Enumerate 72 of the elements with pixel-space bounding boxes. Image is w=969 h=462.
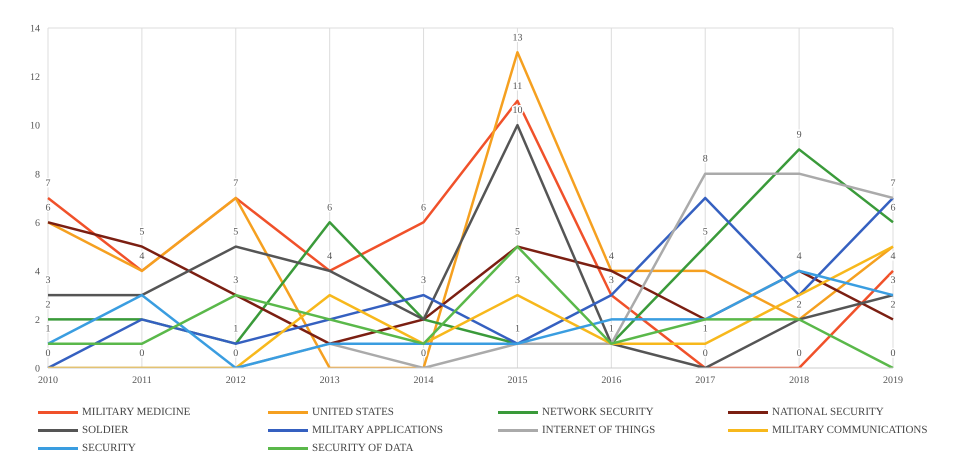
data-label: 4 <box>139 250 144 262</box>
data-label: 1 <box>46 324 50 335</box>
legend-label: MILITARY MEDICINE <box>82 406 190 418</box>
y-tick-label: 14 <box>30 24 40 35</box>
data-label: 0 <box>46 348 50 359</box>
legend-label: UNITED STATES <box>312 406 394 418</box>
data-label: 4 <box>890 250 896 262</box>
legend-label: SECURITY <box>82 442 136 454</box>
data-label: 0 <box>702 348 708 359</box>
legend-label: MILITARY APPLICATIONS <box>312 424 444 436</box>
legend-label: INTERNET OF THINGS <box>542 424 656 436</box>
x-tick-label: 2018 <box>789 375 810 386</box>
x-tick-label: 2019 <box>883 375 903 386</box>
data-label: 1 <box>702 324 708 335</box>
y-tick-label: 0 <box>35 364 40 375</box>
x-tick-label: 2011 <box>132 375 152 386</box>
x-tick-label: 2010 <box>38 375 58 386</box>
data-label: 2 <box>890 299 896 310</box>
y-tick-label: 12 <box>30 72 40 84</box>
legend-label: SECURITY OF DATA <box>312 442 414 454</box>
data-label: 11 <box>512 80 522 92</box>
data-label: 1 <box>233 324 238 335</box>
y-tick-label: 4 <box>35 266 40 278</box>
data-label: 4 <box>608 250 614 262</box>
line-series <box>46 51 894 368</box>
data-label: 7 <box>233 178 238 189</box>
data-label: 0 <box>796 348 802 359</box>
y-tick-label: 6 <box>35 218 40 229</box>
data-label: 2 <box>46 299 50 310</box>
data-label: 6 <box>890 202 896 214</box>
data-label: 6 <box>327 202 332 214</box>
legend-label: NETWORK SECURITY <box>542 406 654 418</box>
data-label: 2 <box>796 299 802 310</box>
data-label: 6 <box>421 202 426 214</box>
x-tick-label: 2013 <box>320 375 340 386</box>
data-label: 3 <box>514 275 520 286</box>
y-tick-label: 8 <box>35 169 40 180</box>
data-label: 1 <box>514 324 520 335</box>
data-label: 4 <box>327 250 332 262</box>
y-tick-label: 2 <box>35 314 40 326</box>
data-label: 5 <box>514 226 520 238</box>
data-label: 7 <box>890 178 896 189</box>
line-series <box>46 270 894 368</box>
data-label: 0 <box>421 348 426 359</box>
data-label: 3 <box>890 275 896 286</box>
legend-label: NATIONAL SECURITY <box>772 406 884 418</box>
data-label: 5 <box>139 226 144 238</box>
x-tick-label: 2015 <box>507 375 528 386</box>
line-series <box>46 245 894 368</box>
data-label: 9 <box>796 129 802 140</box>
data-label: 5 <box>233 226 238 238</box>
y-tick-label: 10 <box>30 120 40 132</box>
legend-label: MILITARY COMMUNICATIONS <box>772 424 928 436</box>
data-label: 8 <box>702 154 708 165</box>
data-label: 5 <box>702 226 708 238</box>
data-label: 3 <box>233 275 238 286</box>
data-label: 0 <box>890 348 896 359</box>
x-tick-label: 2017 <box>695 375 716 386</box>
x-tick-label: 2012 <box>226 375 246 386</box>
data-label: 6 <box>46 202 50 214</box>
data-label: 13 <box>512 32 522 44</box>
data-label: 3 <box>421 275 426 286</box>
x-tick-label: 2016 <box>601 375 622 386</box>
data-label: 3 <box>608 275 614 286</box>
data-label: 7 <box>46 178 50 189</box>
data-label: 0 <box>233 348 238 359</box>
data-label: 3 <box>46 275 50 286</box>
data-label: 0 <box>139 348 144 359</box>
data-label: 4 <box>796 250 802 262</box>
legend-label: SOLDIER <box>82 424 128 436</box>
data-label: 1 <box>608 324 614 335</box>
x-tick-label: 2014 <box>414 375 434 386</box>
